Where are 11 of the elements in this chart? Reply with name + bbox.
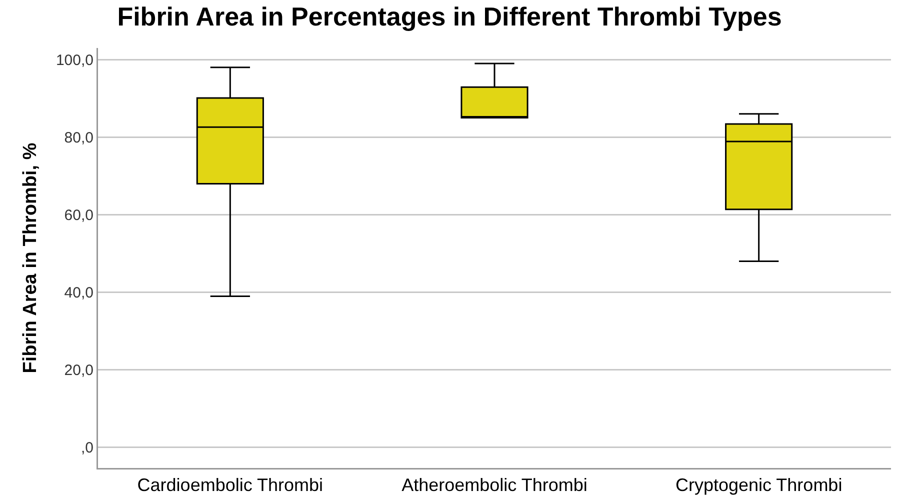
- y-tick-label: ,0: [80, 440, 94, 457]
- x-tick-label: Cardioembolic Thrombi: [137, 475, 324, 496]
- x-tick-label: Cryptogenic Thrombi: [675, 475, 842, 496]
- y-axis-title: Fibrin Area in Thrombi, %: [20, 142, 42, 374]
- y-tick-label: 40,0: [64, 284, 94, 302]
- y-tick-label: 100,0: [56, 52, 94, 69]
- y-tick-label: 20,0: [64, 362, 94, 380]
- chart-title: Fibrin Area in Percentages in Different Thrombi Types: [117, 2, 782, 32]
- y-tick-label: 60,0: [64, 207, 94, 224]
- y-tick-label: 80,0: [64, 129, 94, 146]
- x-tick-label: Atheroembolic Thrombi: [402, 475, 588, 496]
